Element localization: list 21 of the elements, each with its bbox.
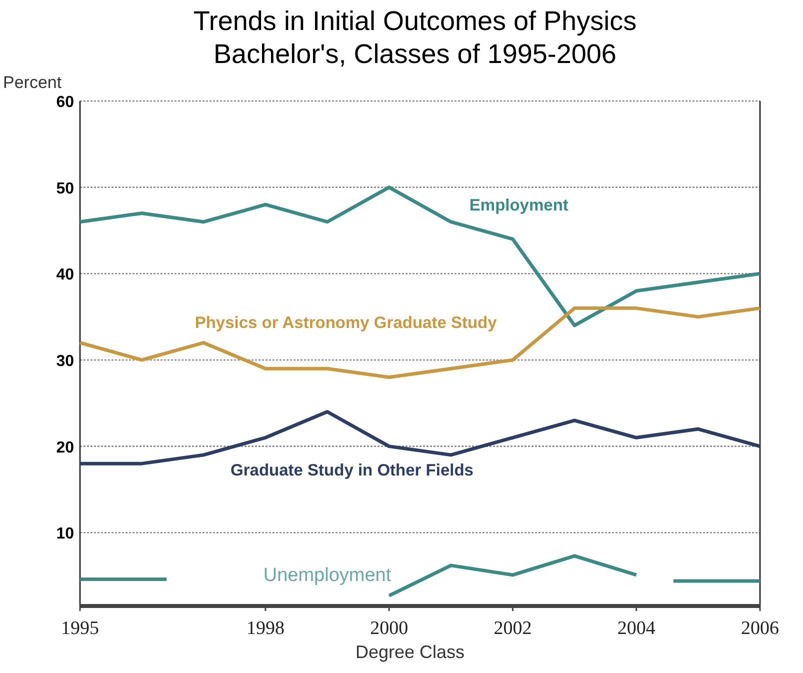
line-series [78, 306, 762, 379]
y-tick-label: 60 [56, 94, 74, 111]
x-tick-label: 2004 [617, 618, 656, 639]
x-tick-label: 2002 [494, 618, 532, 639]
series-label: Graduate Study in Other Fields [230, 462, 474, 480]
y-tick-label: 30 [56, 352, 74, 370]
x-tick-label: 2006 [741, 618, 779, 639]
y-tick-label: 50 [56, 180, 74, 198]
series-label: Employment [469, 196, 569, 215]
chart-title: Trends in Initial Outcomes of Physics Bachelor's, Classes of 1995-2006 [193, 6, 637, 69]
y-tick-label: 10 [56, 526, 74, 543]
line-series [78, 410, 762, 466]
x-tick-label: 2000 [370, 618, 408, 639]
x-tick-label: 1998 [246, 618, 284, 639]
x-axis-title: Degree Class [355, 642, 465, 662]
y-axis-title: Percent [3, 73, 62, 92]
y-tick-label: 40 [56, 266, 74, 284]
x-tick-label: 1995 [61, 618, 99, 639]
series-label: Physics or Astronomy Graduate Study [194, 314, 498, 332]
y-tick-label: 20 [56, 439, 74, 456]
series-label: Unemployment [263, 564, 392, 586]
